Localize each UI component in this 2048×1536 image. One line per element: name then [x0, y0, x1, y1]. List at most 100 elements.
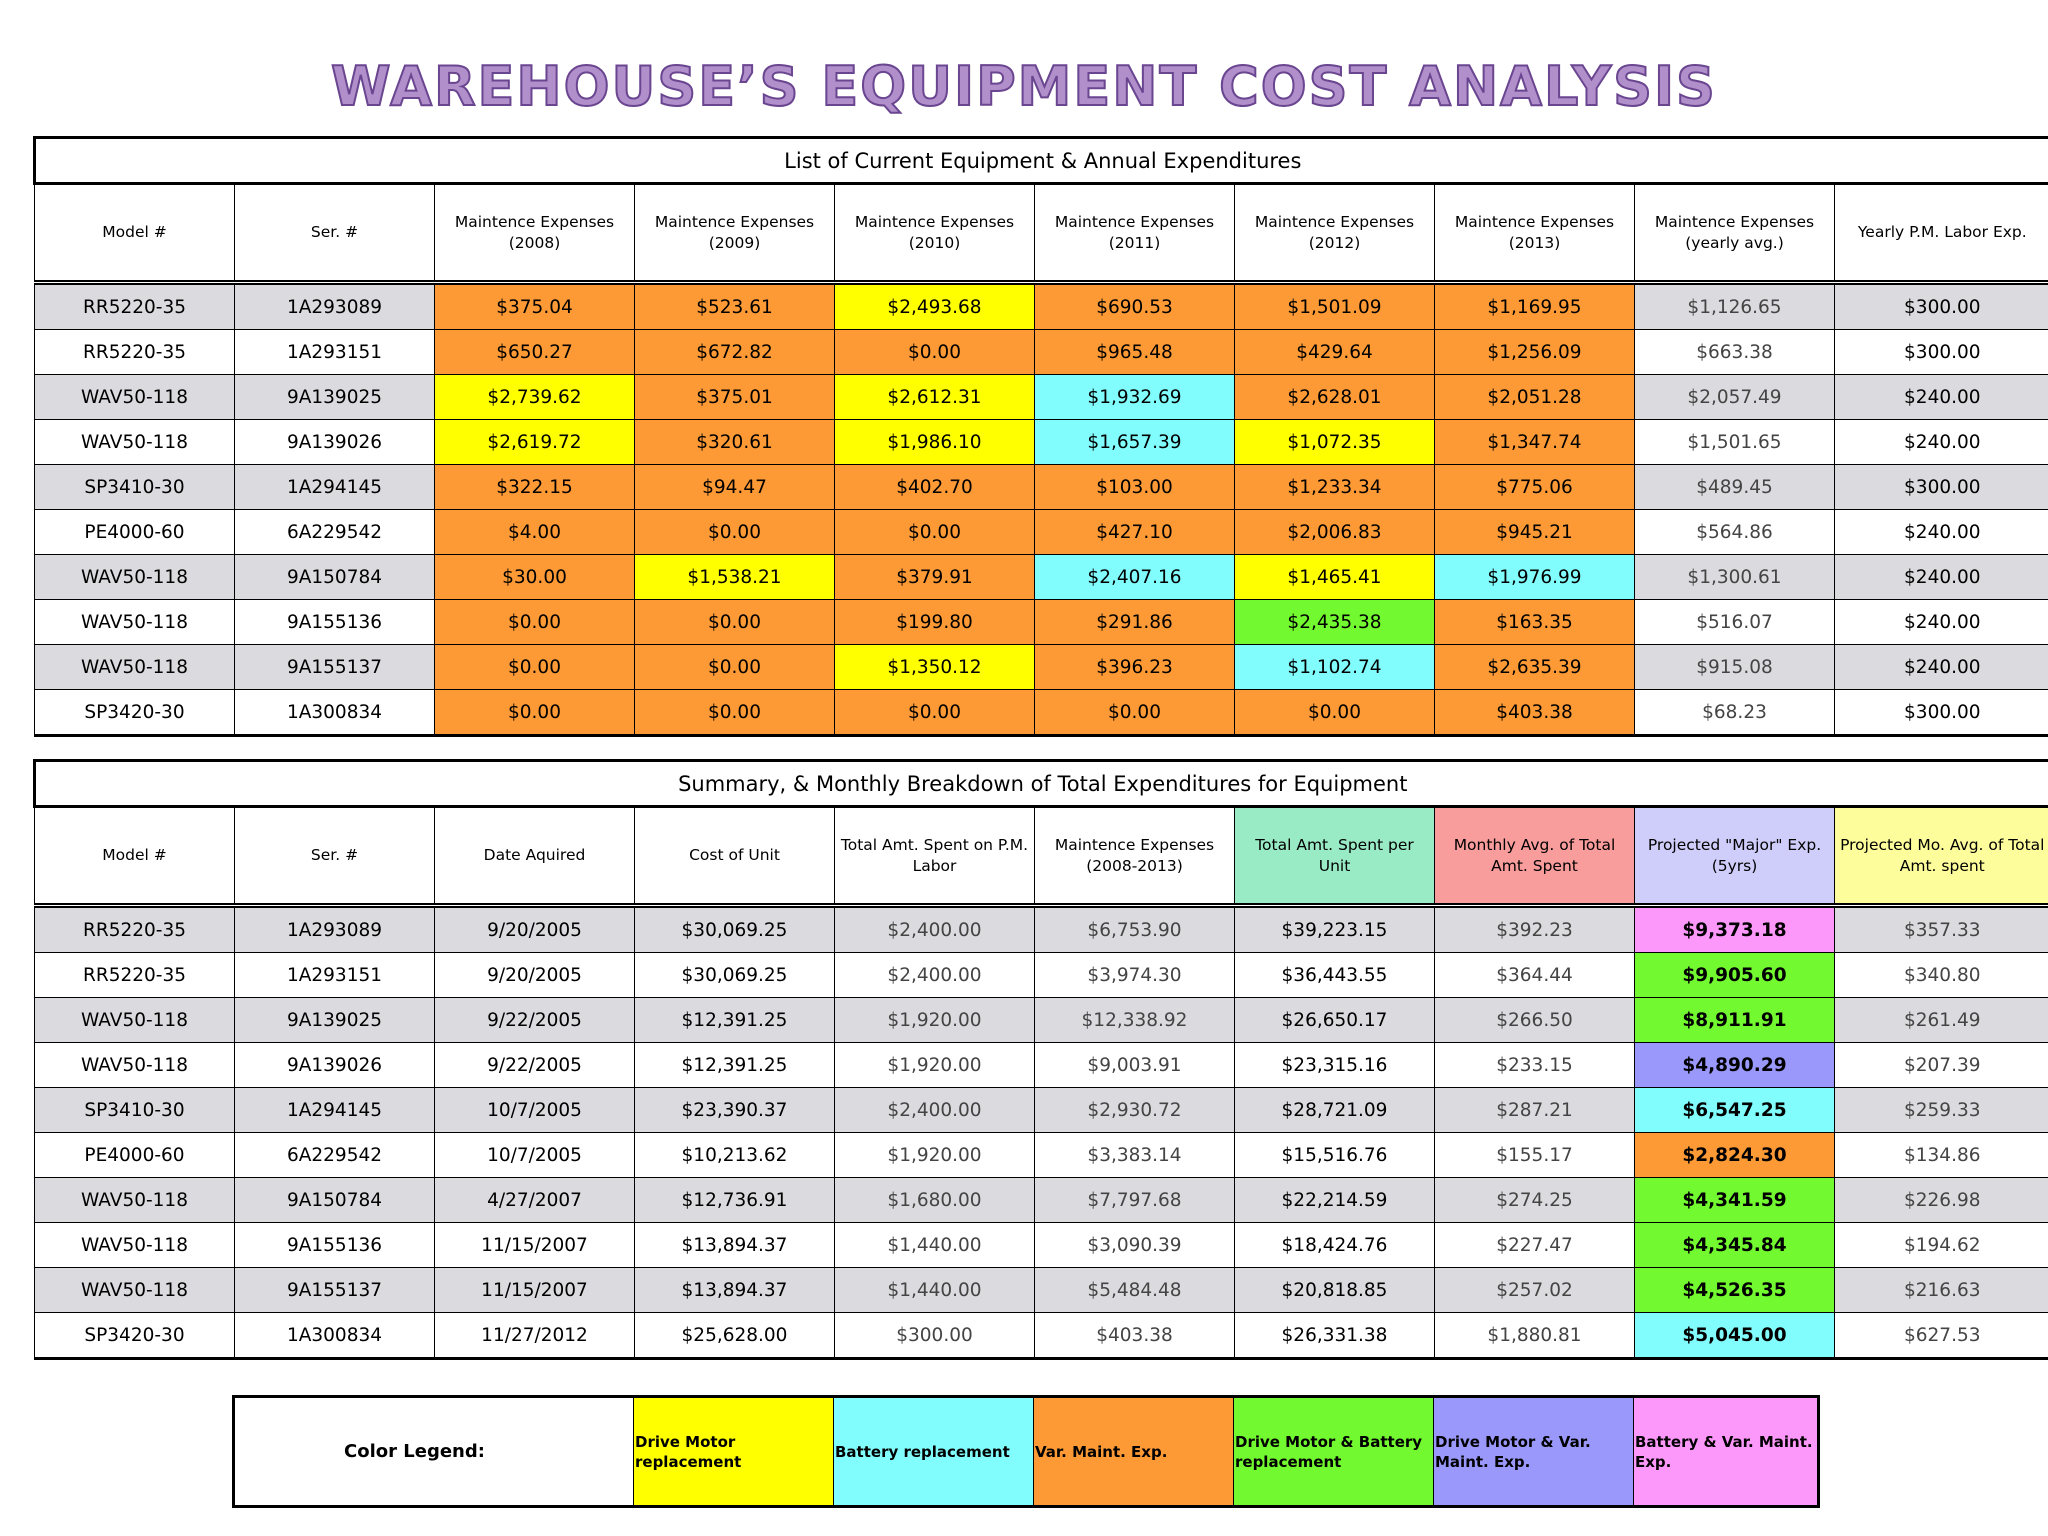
table-cell: 9A150784	[234, 554, 435, 600]
table-cell: $650.27	[434, 329, 635, 375]
summary-table: Summary, & Monthly Breakdown of Total Ex…	[32, 759, 2048, 1360]
table-cell: $26,331.38	[1234, 1312, 1435, 1360]
table-cell: $2,407.16	[1034, 554, 1235, 600]
table-cell: PE4000-60	[34, 1132, 235, 1178]
table-cell: $403.38	[1434, 689, 1635, 737]
table-cell: WAV50-118	[34, 554, 235, 600]
table-cell: $94.47	[634, 464, 835, 510]
table-cell: $322.15	[434, 464, 635, 510]
table-cell: $233.15	[1434, 1042, 1635, 1088]
table-cell: $2,493.68	[834, 282, 1035, 330]
table-cell: 4/27/2007	[434, 1177, 635, 1223]
table-cell: $10,213.62	[634, 1132, 835, 1178]
table-cell: $300.00	[1833, 689, 2048, 737]
table-cell: 9/22/2005	[434, 997, 635, 1043]
table-cell: $403.38	[1034, 1312, 1235, 1360]
table-cell: 6A229542	[234, 1132, 435, 1178]
table-cell: 9A139026	[234, 1042, 435, 1088]
table-cell: $2,612.31	[834, 374, 1035, 420]
table-cell: $1,102.74	[1234, 644, 1435, 690]
table-cell: $259.33	[1833, 1087, 2048, 1133]
table-cell: $2,435.38	[1234, 599, 1435, 645]
table-cell: $320.61	[634, 419, 835, 465]
table-row: PE4000-60 6A229542 $4.00 $0.00 $0.00 $427.10 $…	[34, 509, 2048, 555]
table-cell: SP3420-30	[34, 689, 235, 737]
table-cell: $4,526.35	[1634, 1267, 1835, 1313]
table-cell: $1,501.09	[1234, 282, 1435, 330]
table-cell: $36,443.55	[1234, 952, 1435, 998]
table-cell: $1,920.00	[834, 1132, 1035, 1178]
table-cell: $12,391.25	[634, 997, 835, 1043]
table-row: SP3410-30 1A294145 $322.15 $94.47 $402.70 $10…	[34, 464, 2048, 510]
column-header: Total Amt. Spent on P.M. Labor	[834, 806, 1035, 908]
table-cell: $257.02	[1434, 1267, 1635, 1313]
column-header: Yearly P.M. Labor Exp.	[1833, 183, 2048, 285]
table-row: RR5220-35 1A293089 $375.04 $523.61 $2,493.68…	[34, 282, 2048, 330]
table-cell: $30.00	[434, 554, 635, 600]
column-header: Maintence Expenses (2010)	[834, 183, 1035, 285]
legend-item: Drive Motor replacement	[633, 1396, 834, 1507]
table-cell: WAV50-118	[34, 1042, 235, 1088]
column-header: Maintence Expenses (2008-2013)	[1034, 806, 1235, 908]
table-cell: 10/7/2005	[434, 1132, 635, 1178]
table-cell: $1,233.34	[1234, 464, 1435, 510]
table-cell: $15,516.76	[1234, 1132, 1435, 1178]
table-cell: $3,383.14	[1034, 1132, 1235, 1178]
table-cell: $240.00	[1833, 599, 2048, 645]
table-cell: 6A229542	[234, 509, 435, 555]
table-cell: $2,400.00	[834, 952, 1035, 998]
column-header: Projected "Major" Exp. (5yrs)	[1634, 806, 1835, 908]
table-cell: $0.00	[834, 329, 1035, 375]
table-cell: RR5220-35	[34, 905, 235, 953]
table-cell: $6,753.90	[1034, 905, 1235, 953]
table-cell: $194.62	[1833, 1222, 2048, 1268]
table-cell: $287.21	[1434, 1087, 1635, 1133]
table-cell: $775.06	[1434, 464, 1635, 510]
table-cell: $1,680.00	[834, 1177, 1035, 1223]
table-cell: $1,932.69	[1034, 374, 1235, 420]
table-cell: $1,920.00	[834, 1042, 1035, 1088]
table-cell: $18,424.76	[1234, 1222, 1435, 1268]
table-cell: 9A155137	[234, 644, 435, 690]
table-cell: 1A300834	[234, 689, 435, 737]
table-row: WAV50-118 9A155136 $0.00 $0.00 $199.80 $291.8…	[34, 599, 2048, 645]
table-cell: $155.17	[1434, 1132, 1635, 1178]
table-cell: $0.00	[634, 509, 835, 555]
column-header: Maintence Expenses (2013)	[1434, 183, 1635, 285]
column-header: Projected Mo. Avg. of Total Amt. spent	[1833, 806, 2048, 908]
column-header: Maintence Expenses (2012)	[1234, 183, 1435, 285]
column-header: Maintence Expenses (yearly avg.)	[1634, 183, 1835, 285]
table-cell: WAV50-118	[34, 599, 235, 645]
table-cell: 9A139025	[234, 997, 435, 1043]
table-row: WAV50-118 9A150784 4/27/2007 $12,736.91 $1,6…	[34, 1177, 2048, 1223]
page-title: WAREHOUSE’S EQUIPMENT COST ANALYSIS	[330, 54, 1717, 119]
table-cell: $240.00	[1833, 509, 2048, 555]
table-cell: $402.70	[834, 464, 1035, 510]
table-cell: $564.86	[1634, 509, 1835, 555]
table-row: WAV50-118 9A139025 9/22/2005 $12,391.25 $1,9…	[34, 997, 2048, 1043]
table-cell: 1A293151	[234, 952, 435, 998]
table-cell: $9,905.60	[1634, 952, 1835, 998]
legend-item: Drive Motor & Var. Maint. Exp.	[1433, 1396, 1634, 1507]
table-cell: $2,057.49	[1634, 374, 1835, 420]
header-row: Model # Ser. # Date Aquired Cost of Unit Tot…	[34, 806, 2048, 908]
table-cell: $240.00	[1833, 374, 2048, 420]
table-row: WAV50-118 9A155137 11/15/2007 $13,894.37 $1,…	[34, 1267, 2048, 1313]
table-cell: $28,721.09	[1234, 1087, 1435, 1133]
table-cell: $22,214.59	[1234, 1177, 1435, 1223]
legend-item: Battery replacement	[833, 1396, 1034, 1507]
table-cell: $3,090.39	[1034, 1222, 1235, 1268]
table-cell: $207.39	[1833, 1042, 2048, 1088]
table-row: SP3420-30 1A300834 11/27/2012 $25,628.00 $30…	[34, 1312, 2048, 1360]
table-cell: $30,069.25	[634, 905, 835, 953]
table-cell: $357.33	[1833, 905, 2048, 953]
table-cell: 1A293089	[234, 282, 435, 330]
table-cell: $240.00	[1833, 419, 2048, 465]
table-cell: $0.00	[634, 689, 835, 737]
column-header: Maintence Expenses (2009)	[634, 183, 835, 285]
table-cell: WAV50-118	[34, 1222, 235, 1268]
table-cell: $227.47	[1434, 1222, 1635, 1268]
table-cell: $379.91	[834, 554, 1035, 600]
table-cell: $291.86	[1034, 599, 1235, 645]
table-cell: 1A293089	[234, 905, 435, 953]
